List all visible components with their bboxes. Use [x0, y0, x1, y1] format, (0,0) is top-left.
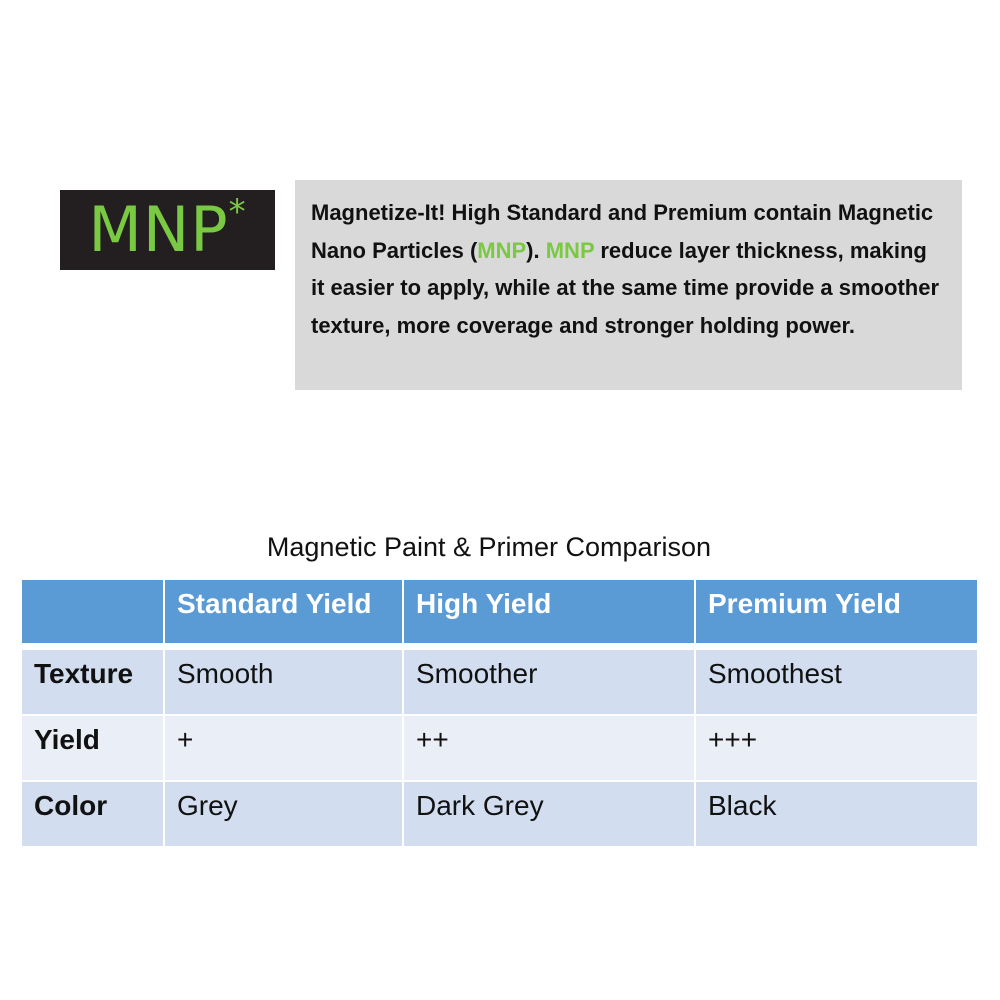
mnp-logo: MNP* [60, 190, 275, 270]
table-cell: Grey [165, 782, 404, 846]
table-cell: Smoother [404, 650, 696, 714]
table-header-row: Standard Yield High Yield Premium Yield [22, 580, 977, 643]
row-label: Texture [22, 650, 165, 714]
table-cell: Smoothest [696, 650, 977, 714]
table-cell: + [165, 716, 404, 780]
description-box: Magnetize-It! High Standard and Premium … [295, 180, 962, 390]
table-cell: Smooth [165, 650, 404, 714]
header-cell [22, 580, 165, 643]
table-row: Yield + ++ +++ [22, 716, 977, 780]
description-text: Magnetize-It! High Standard and Premium … [311, 200, 939, 338]
table-row: Texture Smooth Smoother Smoothest [22, 650, 977, 714]
table-cell: +++ [696, 716, 977, 780]
header-cell: Premium Yield [696, 580, 977, 643]
table-cell: ++ [404, 716, 696, 780]
row-label: Color [22, 782, 165, 846]
table-cell: Dark Grey [404, 782, 696, 846]
row-label: Yield [22, 716, 165, 780]
table-cell: Black [696, 782, 977, 846]
table-row: Color Grey Dark Grey Black [22, 782, 977, 846]
header-cell: High Yield [404, 580, 696, 643]
header-cell: Standard Yield [165, 580, 404, 643]
table-title: Magnetic Paint & Primer Comparison [266, 532, 712, 562]
